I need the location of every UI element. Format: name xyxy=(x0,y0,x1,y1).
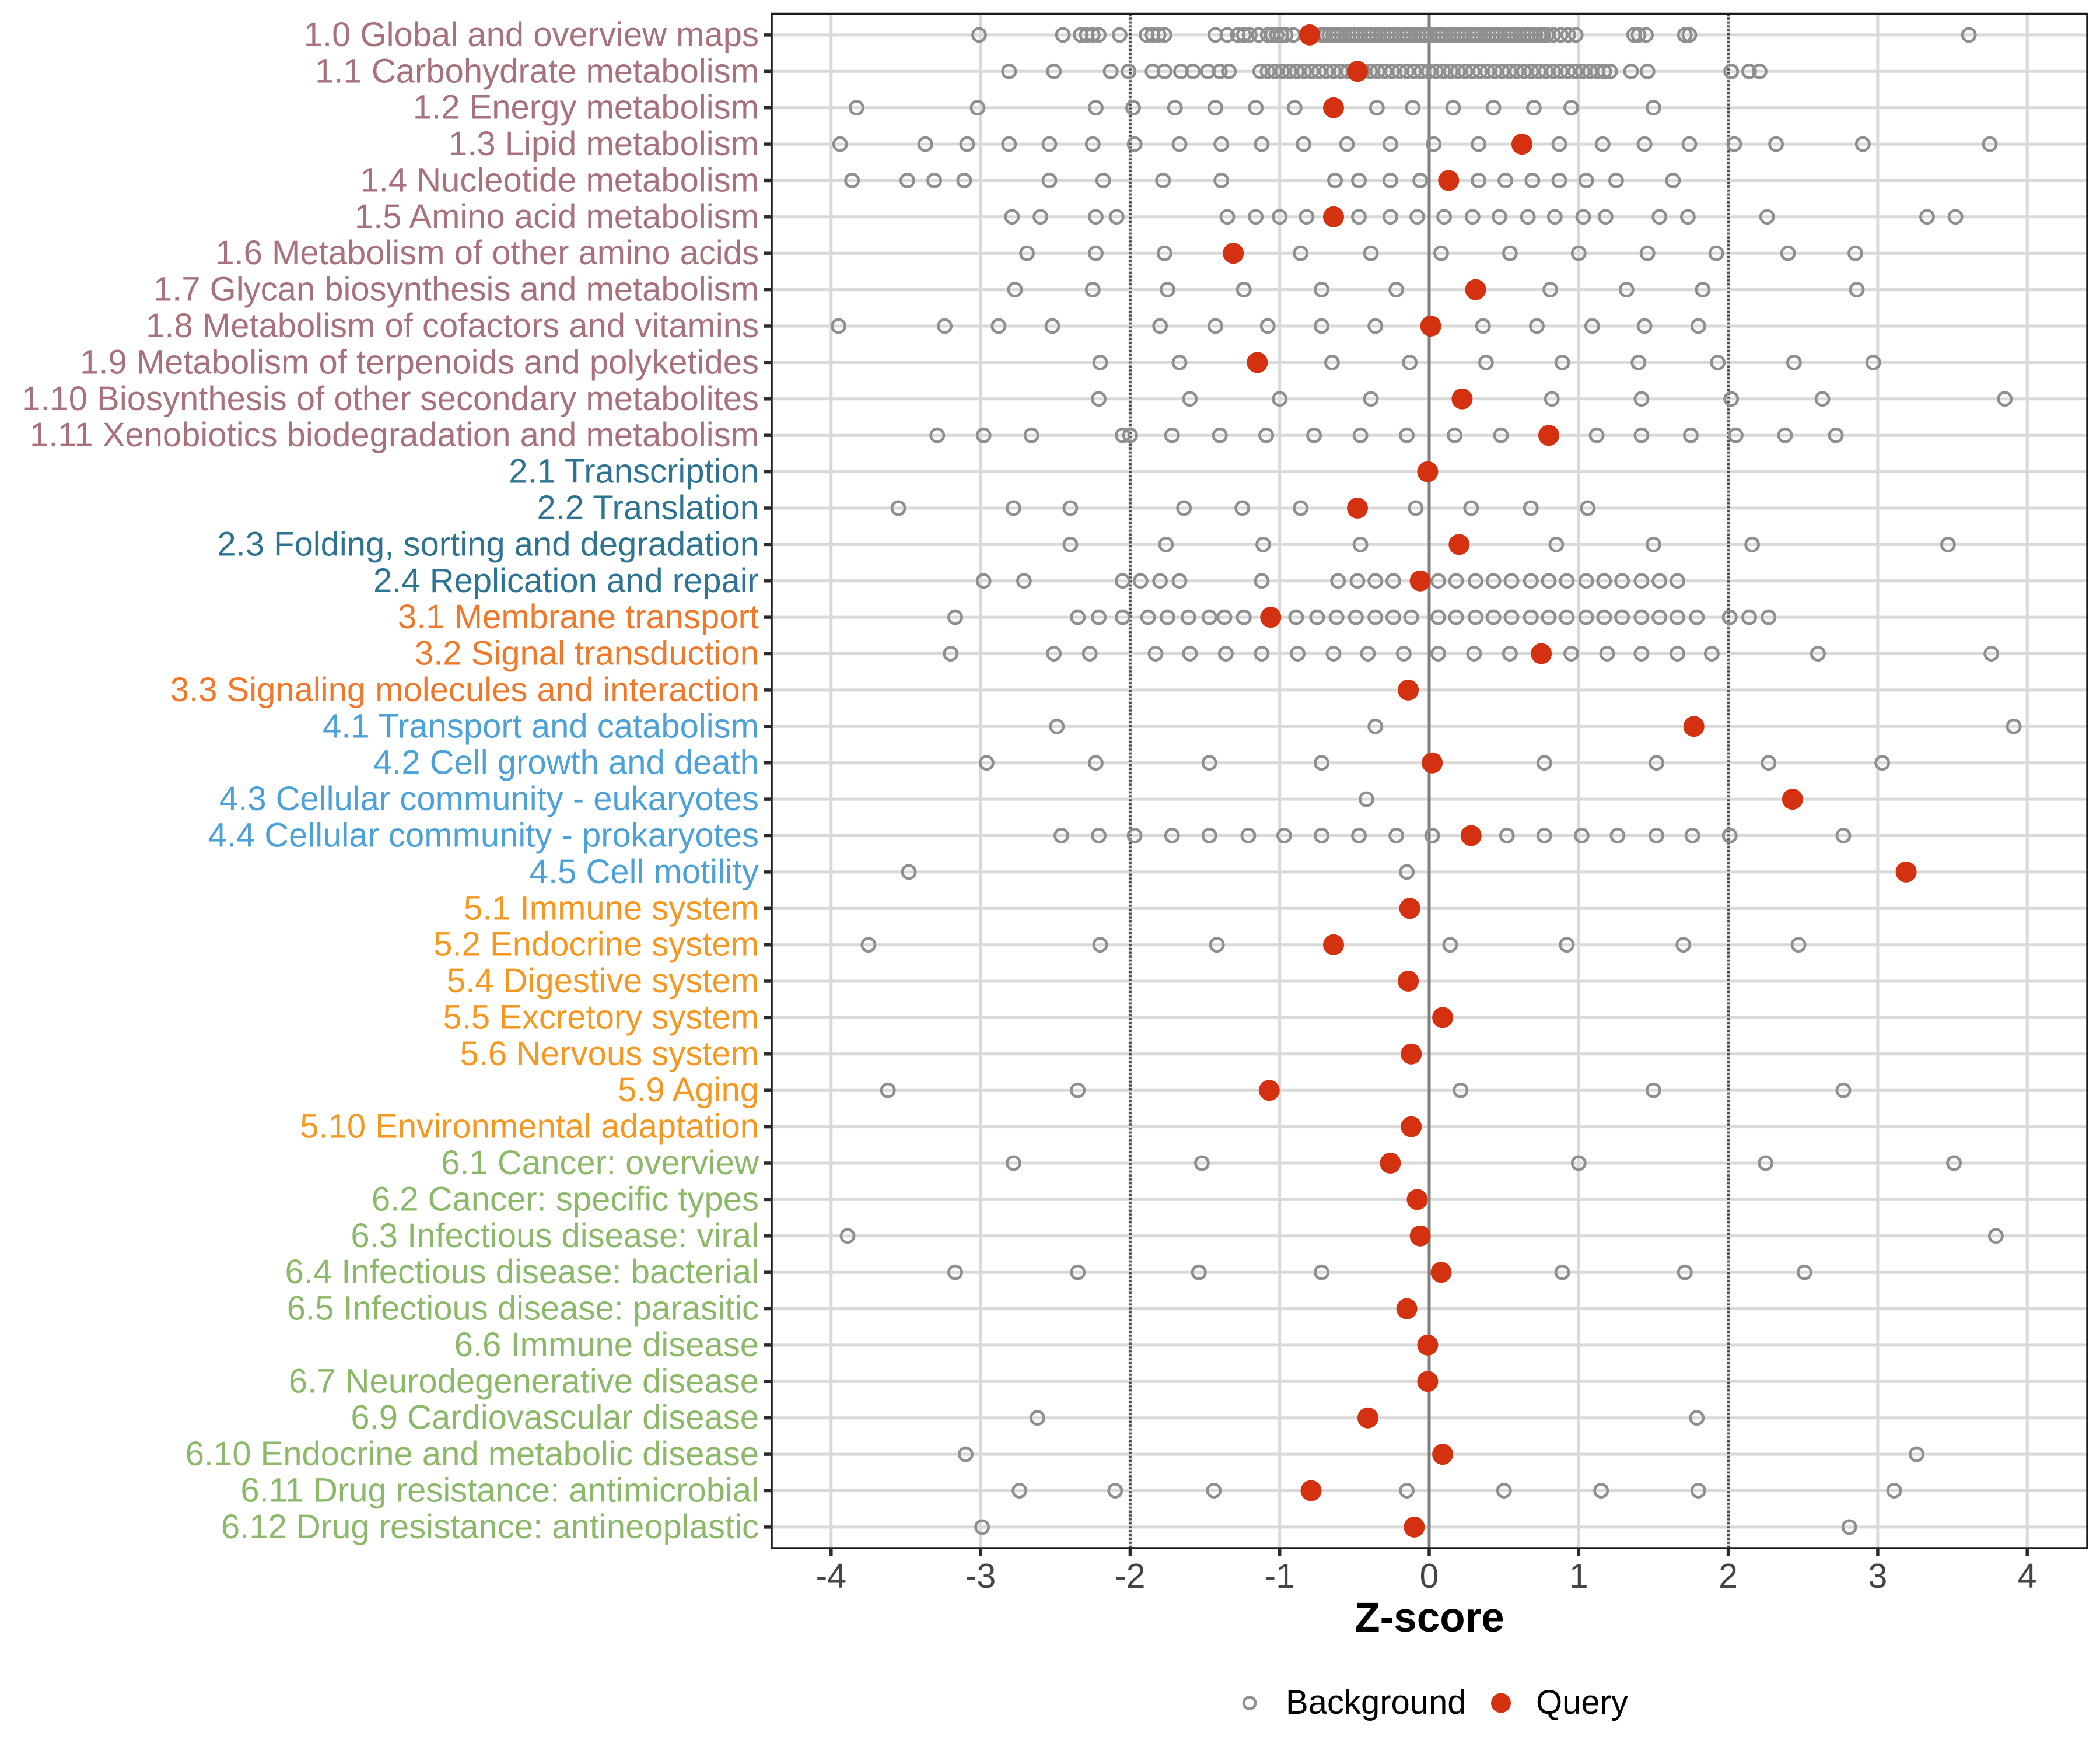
svg-text:2.1 Transcription: 2.1 Transcription xyxy=(509,453,759,491)
svg-text:4.5 Cell motility: 4.5 Cell motility xyxy=(530,853,759,891)
svg-text:2: 2 xyxy=(1718,1557,1738,1595)
svg-text:1.3 Lipid metabolism: 1.3 Lipid metabolism xyxy=(449,125,759,163)
svg-text:5.6 Nervous system: 5.6 Nervous system xyxy=(460,1035,759,1073)
svg-text:6.7 Neurodegenerative disease: 6.7 Neurodegenerative disease xyxy=(289,1362,759,1400)
svg-text:4.1 Transport and catabolism: 4.1 Transport and catabolism xyxy=(323,707,759,745)
svg-text:-2: -2 xyxy=(1115,1557,1145,1595)
svg-text:-4: -4 xyxy=(816,1557,846,1595)
svg-text:3.3 Signaling molecules and in: 3.3 Signaling molecules and interaction xyxy=(170,671,759,709)
svg-text:4.2 Cell growth and death: 4.2 Cell growth and death xyxy=(373,744,759,782)
svg-text:2.3 Folding, sorting and degra: 2.3 Folding, sorting and degradation xyxy=(217,525,759,563)
svg-text:5.2 Endocrine system: 5.2 Endocrine system xyxy=(433,926,759,964)
svg-text:2.4 Replication and repair: 2.4 Replication and repair xyxy=(373,562,759,600)
svg-text:6.1 Cancer: overview: 6.1 Cancer: overview xyxy=(441,1144,760,1182)
svg-text:4.3 Cellular community - eukar: 4.3 Cellular community - eukaryotes xyxy=(219,780,759,818)
svg-text:3: 3 xyxy=(1868,1557,1887,1595)
svg-text:-1: -1 xyxy=(1264,1557,1294,1595)
svg-text:Background: Background xyxy=(1286,1684,1466,1721)
svg-text:1.7 Glycan biosynthesis and me: 1.7 Glycan biosynthesis and metabolism xyxy=(153,271,759,309)
svg-text:1.9 Metabolism of terpenoids a: 1.9 Metabolism of terpenoids and polyket… xyxy=(80,343,759,381)
svg-text:5.1 Immune system: 5.1 Immune system xyxy=(464,889,759,927)
svg-text:6.6 Immune disease: 6.6 Immune disease xyxy=(454,1326,759,1364)
svg-text:5.10 Environmental adaptation: 5.10 Environmental adaptation xyxy=(300,1108,759,1146)
svg-text:6.10 Endocrine and metabolic d: 6.10 Endocrine and metabolic disease xyxy=(186,1435,759,1473)
svg-text:1.2 Energy metabolism: 1.2 Energy metabolism xyxy=(413,89,759,127)
svg-text:6.2 Cancer: specific types: 6.2 Cancer: specific types xyxy=(372,1180,759,1218)
svg-text:1.6 Metabolism of other amino: 1.6 Metabolism of other amino acids xyxy=(215,234,759,272)
svg-text:1.5 Amino acid metabolism: 1.5 Amino acid metabolism xyxy=(355,198,759,236)
svg-text:Z-score: Z-score xyxy=(1354,1595,1504,1641)
svg-text:6.4 Infectious disease: bacter: 6.4 Infectious disease: bacterial xyxy=(285,1253,759,1291)
svg-text:0: 0 xyxy=(1420,1557,1439,1595)
svg-text:5.9 Aging: 5.9 Aging xyxy=(618,1071,759,1109)
svg-text:1.10 Biosynthesis of other sec: 1.10 Biosynthesis of other secondary met… xyxy=(22,380,759,418)
svg-text:5.5 Excretory system: 5.5 Excretory system xyxy=(443,998,759,1036)
svg-text:4: 4 xyxy=(2018,1557,2037,1595)
svg-text:2.2 Translation: 2.2 Translation xyxy=(537,489,759,527)
svg-text:1.1 Carbohydrate metabolism: 1.1 Carbohydrate metabolism xyxy=(315,52,759,90)
svg-text:6.3 Infectious disease: viral: 6.3 Infectious disease: viral xyxy=(351,1217,759,1255)
svg-text:Query: Query xyxy=(1536,1684,1628,1721)
svg-text:6.11 Drug resistance: antimicr: 6.11 Drug resistance: antimicrobial xyxy=(240,1472,759,1510)
svg-text:6.5 Infectious disease: parasi: 6.5 Infectious disease: parasitic xyxy=(287,1290,759,1328)
svg-text:1.4 Nucleotide metabolism: 1.4 Nucleotide metabolism xyxy=(360,162,759,200)
svg-text:4.4 Cellular community - proka: 4.4 Cellular community - prokaryotes xyxy=(208,817,759,855)
svg-text:-3: -3 xyxy=(965,1557,996,1595)
svg-text:3.2 Signal transduction: 3.2 Signal transduction xyxy=(415,635,759,673)
svg-text:6.9 Cardiovascular disease: 6.9 Cardiovascular disease xyxy=(351,1399,759,1437)
svg-text:5.4 Digestive system: 5.4 Digestive system xyxy=(447,962,759,1000)
svg-text:1.8 Metabolism of cofactors an: 1.8 Metabolism of cofactors and vitamins xyxy=(146,307,759,345)
svg-text:1.11 Xenobiotics biodegradatio: 1.11 Xenobiotics biodegradation and meta… xyxy=(30,416,759,454)
svg-text:1: 1 xyxy=(1569,1557,1588,1595)
svg-text:3.1 Membrane transport: 3.1 Membrane transport xyxy=(398,598,759,636)
svg-text:1.0 Global and overview maps: 1.0 Global and overview maps xyxy=(304,16,759,54)
svg-text:6.12 Drug resistance: antineop: 6.12 Drug resistance: antineoplastic xyxy=(221,1508,759,1546)
